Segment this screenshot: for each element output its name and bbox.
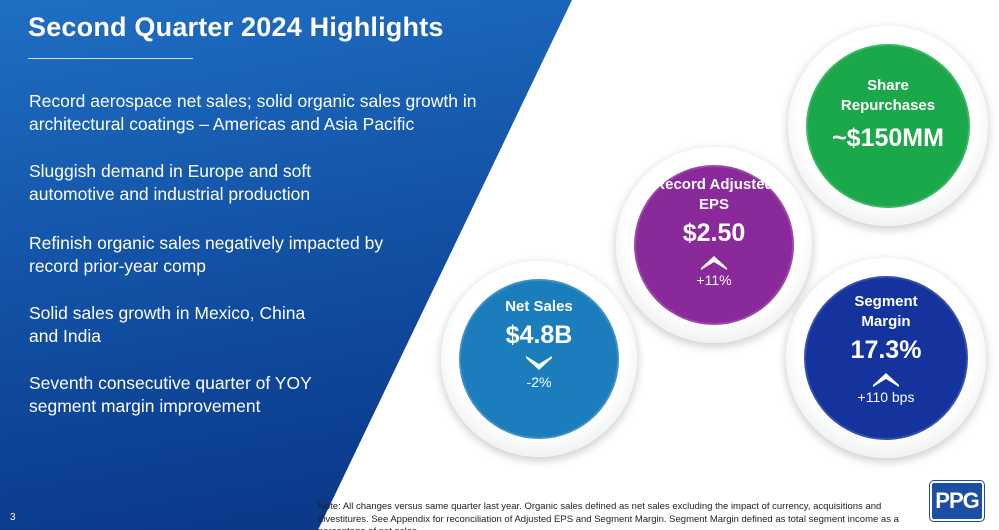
highlight-item: Sluggish demand in Europe and soft autom… [29,161,312,204]
chevron-down-icon [526,356,552,370]
segment-margin-value: 17.3% [850,336,922,364]
segment-margin-label: Segment Margin [854,293,918,330]
net-sales-value: $4.8B [505,321,573,349]
net-sales-ring: Net Sales $4.8B -2% [441,261,637,457]
share-repurchases-ring: Share Repurchases ~$150MM [788,26,988,226]
adjusted-eps-circle: Record Adjusted EPS $2.50 +11% [634,165,794,325]
highlight-item: Refinish organic sales negatively impact… [29,233,384,276]
segment-margin-change: +110 bps [857,389,915,405]
highlight-item: Record aerospace net sales; solid organi… [29,91,477,134]
adjusted-eps-change: +11% [696,272,732,288]
adjusted-eps-label: Record Adjusted EPS [654,176,774,213]
net-sales-circle: Net Sales $4.8B -2% [459,279,619,439]
title-underline [28,58,193,59]
chevron-up-icon [701,256,727,270]
net-sales-label: Net Sales [505,298,573,315]
footnote: Note: All changes versus same quarter la… [318,501,899,530]
share-repurchases-label: Share Repurchases [840,77,936,114]
ppg-logo: PPG [930,481,984,521]
adjusted-eps-ring: Record Adjusted EPS $2.50 +11% [616,147,812,343]
adjusted-eps-value: $2.50 [682,219,746,247]
segment-margin-circle: Segment Margin 17.3% +110 bps [804,276,968,440]
segment-margin-ring: Segment Margin 17.3% +110 bps [786,258,986,458]
slide-title: Second Quarter 2024 Highlights [28,12,444,42]
net-sales-change: -2% [526,374,552,390]
share-repurchases-circle: Share Repurchases ~$150MM [806,44,970,208]
highlight-item: Solid sales growth in Mexico, China and … [29,303,306,346]
chevron-up-icon [873,373,899,387]
share-repurchases-value: ~$150MM [832,124,944,152]
highlight-item: Seventh consecutive quarter of YOY segme… [29,373,312,416]
page-number: 3 [10,512,16,523]
